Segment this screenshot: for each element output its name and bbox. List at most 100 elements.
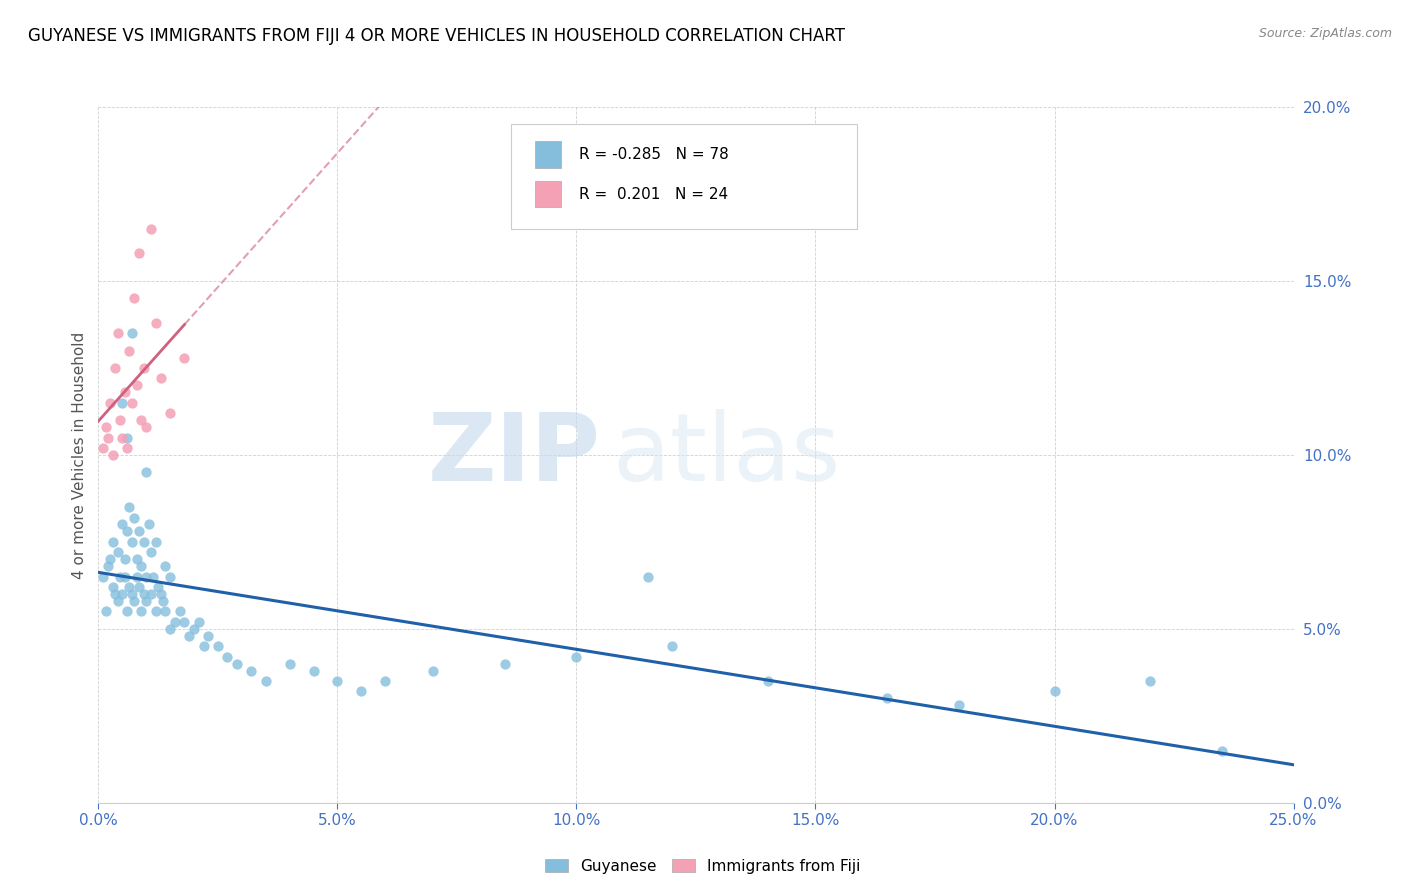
Point [111, 587, 134, 601]
Point [173, 351, 195, 365]
Point [152, 594, 174, 608]
Point [98, 395, 122, 409]
Point [159, 570, 181, 584]
Point [125, 552, 148, 566]
Point [107, 326, 129, 340]
Point [139, 545, 162, 559]
Point [124, 594, 146, 608]
Point [91, 570, 114, 584]
Point [217, 649, 239, 664]
Point [149, 587, 172, 601]
Point [173, 615, 195, 629]
Point [125, 378, 148, 392]
Point [104, 360, 127, 375]
Point [115, 441, 138, 455]
Text: GUYANESE VS IMMIGRANTS FROM FIJI 4 OR MORE VEHICLES IN HOUSEHOLD CORRELATION CHA: GUYANESE VS IMMIGRANTS FROM FIJI 4 OR MO… [28, 27, 845, 45]
Point [159, 622, 181, 636]
FancyBboxPatch shape [510, 124, 858, 229]
Point [187, 615, 209, 629]
Point [115, 524, 138, 539]
Point [948, 698, 970, 713]
Point [131, 605, 153, 619]
FancyBboxPatch shape [534, 181, 561, 207]
Point [97, 430, 120, 444]
Point [148, 580, 170, 594]
Point [115, 430, 138, 444]
Point [121, 534, 143, 549]
Point [108, 570, 131, 584]
Point [197, 629, 219, 643]
Point [101, 580, 124, 594]
Point [128, 524, 150, 539]
Point [135, 466, 157, 480]
Point [121, 395, 143, 409]
Point [145, 316, 167, 330]
Point [114, 552, 136, 566]
Point [124, 291, 146, 305]
Point [302, 664, 325, 678]
Point [876, 691, 898, 706]
Point [139, 587, 162, 601]
Point [91, 441, 114, 455]
Point [111, 395, 134, 409]
Point [97, 559, 120, 574]
Point [193, 639, 215, 653]
Legend: Guyanese, Immigrants from Fiji: Guyanese, Immigrants from Fiji [538, 853, 868, 880]
Point [565, 649, 588, 664]
Point [104, 587, 127, 601]
Point [169, 605, 191, 619]
Text: R = -0.285   N = 78: R = -0.285 N = 78 [579, 147, 728, 161]
Point [637, 570, 659, 584]
FancyBboxPatch shape [534, 141, 561, 168]
Point [756, 674, 779, 689]
Text: R =  0.201   N = 24: R = 0.201 N = 24 [579, 186, 728, 202]
Point [278, 657, 301, 671]
Point [115, 605, 138, 619]
Point [125, 570, 148, 584]
Point [179, 629, 201, 643]
Point [111, 430, 134, 444]
Point [135, 570, 157, 584]
Point [101, 448, 124, 462]
Point [132, 534, 155, 549]
Point [350, 684, 373, 698]
Text: Source: ZipAtlas.com: Source: ZipAtlas.com [1258, 27, 1392, 40]
Point [155, 559, 177, 574]
Point [132, 360, 155, 375]
Point [114, 570, 136, 584]
Point [107, 545, 129, 559]
Point [94, 420, 117, 434]
Point [326, 674, 349, 689]
Point [494, 657, 516, 671]
Point [101, 534, 124, 549]
Point [94, 605, 117, 619]
Point [142, 570, 165, 584]
Point [138, 517, 160, 532]
Point [254, 674, 277, 689]
Point [135, 594, 157, 608]
Point [240, 664, 263, 678]
Text: atlas: atlas [612, 409, 841, 501]
Point [131, 413, 153, 427]
Point [149, 371, 172, 385]
Point [111, 517, 134, 532]
Point [98, 552, 122, 566]
Point [1139, 674, 1161, 689]
Point [128, 580, 150, 594]
Point [1043, 684, 1066, 698]
Point [135, 420, 157, 434]
Point [114, 385, 136, 400]
Point [226, 657, 249, 671]
Point [121, 587, 143, 601]
Y-axis label: 4 or more Vehicles in Household: 4 or more Vehicles in Household [72, 331, 87, 579]
Point [183, 622, 205, 636]
Point [145, 605, 167, 619]
Point [131, 559, 153, 574]
Point [118, 580, 141, 594]
Point [139, 221, 162, 235]
Point [118, 343, 141, 358]
Point [1211, 744, 1233, 758]
Text: ZIP: ZIP [427, 409, 600, 501]
Point [118, 500, 141, 514]
Point [207, 639, 229, 653]
